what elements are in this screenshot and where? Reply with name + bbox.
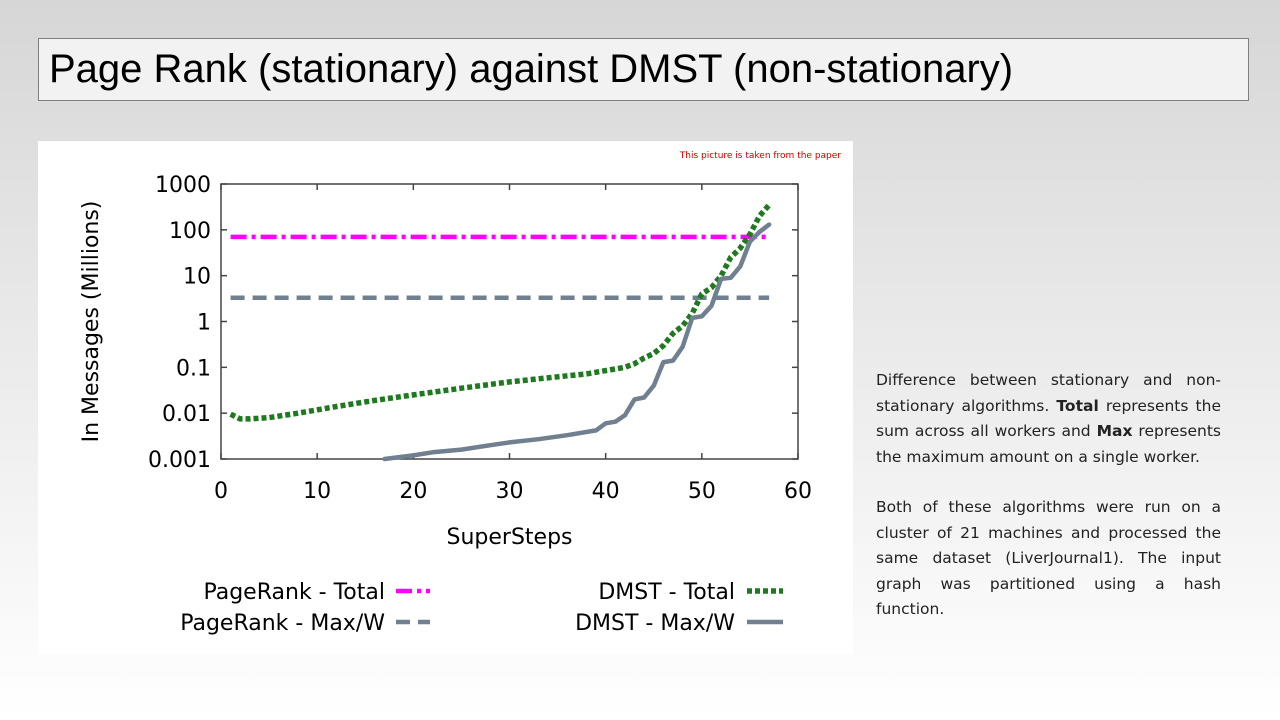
x-tick-label: 10: [303, 479, 331, 504]
legend: PageRank - Total DMST - Total PageRank - M…: [180, 580, 783, 636]
legend-label-pagerank-total: PageRank - Total: [203, 580, 385, 605]
x-tick-label: 60: [784, 479, 812, 504]
y-tick-label: 0.1: [176, 356, 211, 381]
x-tick-label: 40: [592, 479, 620, 504]
x-tick-label: 50: [688, 479, 716, 504]
caption-text-run: Difference between stationary and non-st…: [876, 371, 1221, 415]
caption-paragraph-1: Difference between stationary and non-st…: [876, 368, 1221, 470]
series-line-dmst-max-w: [382, 222, 772, 462]
legend-label-dmst-max-w: DMST - Max/W: [575, 611, 735, 636]
y-tick-label: 10: [183, 265, 211, 290]
source-note: This picture is taken from the paper: [679, 151, 842, 161]
series-lines: [229, 203, 772, 462]
axes: 0 10 20 30 40 50 60 0.001 0.01 0.1 1 10 100 1000 Super…: [79, 173, 812, 550]
y-axis-label: In Messages (Millions): [79, 201, 104, 443]
y-tick-label: 0.001: [148, 448, 211, 473]
y-tick-label: 1000: [155, 173, 211, 198]
x-tick-label: 20: [399, 479, 427, 504]
caption-bold-term: Max: [1096, 422, 1133, 440]
y-tick-label: 100: [169, 219, 211, 244]
slide-title: Page Rank (stationary) against DMST (non…: [49, 47, 1014, 91]
series-line-dmst-total: [229, 203, 772, 422]
y-tick-label: 1: [197, 311, 211, 336]
plot-frame: [220, 183, 799, 460]
figure: This picture is taken from the paper 0 10…: [38, 141, 853, 654]
caption: Difference between stationary and non-st…: [876, 368, 1221, 648]
caption-text-run: represents the maximum amount on a singl…: [876, 422, 1221, 466]
x-tick-label: 0: [214, 479, 228, 504]
caption-text-run: represents the sum across all workers an…: [876, 396, 1221, 441]
legend-label-pagerank-max-w: PageRank - Max/W: [180, 611, 385, 636]
caption-bold-term: Total: [1056, 396, 1099, 415]
x-tick-label: 30: [496, 479, 524, 504]
x-axis-label: SuperSteps: [446, 525, 572, 550]
chart: This picture is taken from the paper 0 10…: [79, 151, 842, 636]
slide-title-box: Page Rank (stationary) against DMST (non…: [38, 38, 1249, 101]
caption-paragraph-2: Both of these algorithms were run on a c…: [876, 498, 1221, 618]
y-tick-label: 0.01: [162, 402, 211, 427]
legend-label-dmst-total: DMST - Total: [598, 580, 735, 605]
